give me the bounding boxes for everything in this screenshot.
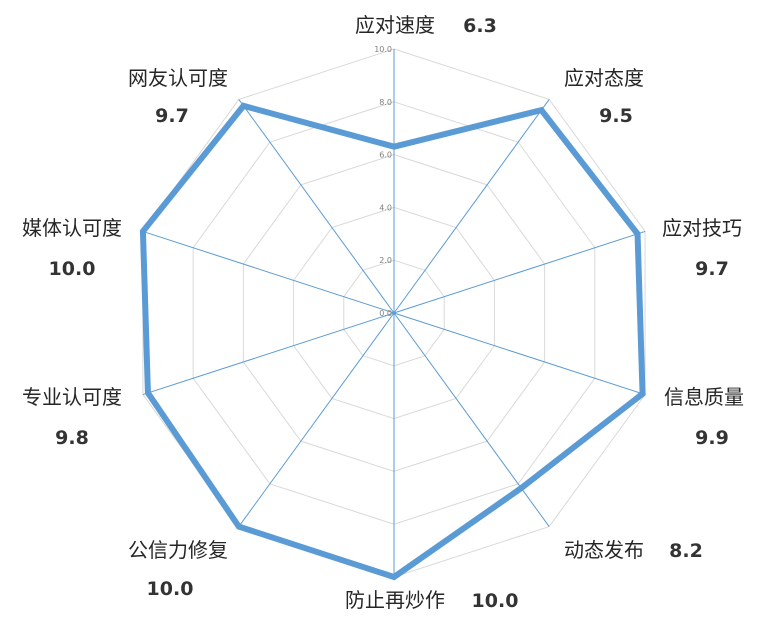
category-label: 应对速度 [355,13,435,37]
category-label: 防止再炒作 [345,588,445,612]
tick-label: 0.0 [379,309,392,318]
tick-label: 2.0 [379,256,392,265]
value-label: 9.7 [695,258,729,280]
category-label: 公信力修复 [128,538,228,562]
axis-line [238,312,395,527]
axis-line [393,230,646,314]
category-label: 媒体认可度 [22,216,122,240]
value-label: 10.0 [147,578,194,600]
axis-line [142,312,395,396]
value-label: 10.0 [49,258,96,280]
tick-label: 4.0 [379,203,392,212]
axis-line [393,312,646,396]
series-line [139,102,646,581]
value-label: 10.0 [472,590,519,612]
category-label: 专业认可度 [22,385,122,409]
category-label: 应对技巧 [662,216,742,240]
category-label: 应对态度 [564,66,644,90]
category-label: 网友认可度 [128,66,228,90]
tick-label: 10.0 [374,45,392,54]
tick-label: 8.0 [379,98,392,107]
axis-line [238,99,395,314]
value-label: 9.5 [599,105,633,127]
value-label: 6.3 [463,15,497,37]
tick-label: 6.0 [379,151,392,160]
axis-line [393,99,550,314]
value-label: 9.7 [155,105,189,127]
category-label: 信息质量 [664,385,744,409]
value-label: 9.9 [695,427,729,449]
axis-line [142,230,395,314]
axis-line [393,312,550,527]
category-label: 动态发布 [564,538,644,562]
value-label: 8.2 [669,540,703,562]
value-label: 9.8 [55,427,89,449]
